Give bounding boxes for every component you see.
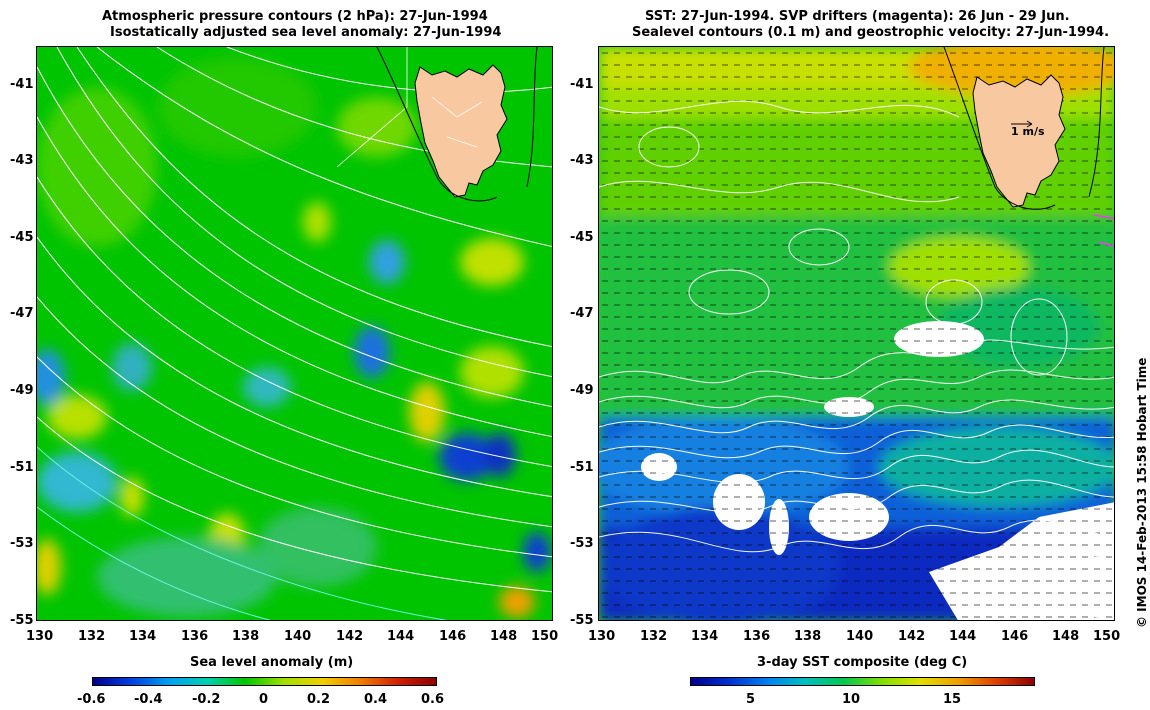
x-tick: 142	[898, 629, 926, 644]
colorbar-tick: -0.2	[192, 692, 221, 707]
colorbar-tick: 0	[259, 692, 269, 707]
x-tick: 132	[78, 629, 106, 644]
left-title-line1: Atmospheric pressure contours (2 hPa): 2…	[102, 9, 488, 24]
x-tick: 144	[949, 629, 977, 644]
x-tick: 138	[794, 629, 822, 644]
y-tick: -51	[570, 460, 594, 475]
x-tick: 150	[531, 629, 559, 644]
x-tick: 134	[691, 629, 719, 644]
pressure-contours-cyan	[37, 446, 448, 620]
y-tick: -47	[570, 306, 594, 321]
y-tick: -47	[10, 306, 34, 321]
x-tick: 136	[743, 629, 771, 644]
sst-colorbar-title: 3-day SST composite (deg C)	[757, 655, 968, 670]
sst-colorbar	[690, 677, 1035, 686]
colorbar-tick: -0.4	[134, 692, 163, 707]
x-tick: 150	[1093, 629, 1121, 644]
y-tick: -41	[10, 77, 34, 92]
sla-anomaly-blobs	[37, 57, 551, 618]
x-tick: 146	[439, 629, 467, 644]
sea-level-anomaly-map	[36, 46, 553, 621]
x-tick: 140	[846, 629, 874, 644]
colorbar-tick: 0.6	[421, 692, 445, 707]
y-tick: -53	[570, 536, 594, 551]
x-tick: 134	[129, 629, 157, 644]
sla-map-graphic	[37, 47, 552, 620]
y-tick: -41	[570, 77, 594, 92]
x-tick: 132	[640, 629, 668, 644]
x-tick: 130	[26, 629, 54, 644]
y-tick: -49	[10, 383, 34, 398]
right-title-line1: SST: 27-Jun-1994. SVP drifters (magenta)…	[645, 9, 1070, 24]
x-tick: 130	[588, 629, 616, 644]
colorbar-tick: 5	[746, 692, 756, 707]
x-tick: 142	[336, 629, 364, 644]
sst-map: 1 m/s	[598, 46, 1115, 621]
x-tick: 144	[387, 629, 415, 644]
y-tick: -55	[10, 613, 34, 628]
colorbar-tick: -0.6	[77, 692, 106, 707]
pressure-contours	[37, 47, 552, 593]
y-tick: -53	[10, 536, 34, 551]
x-tick: 136	[181, 629, 209, 644]
y-tick: -43	[10, 153, 34, 168]
shelf-contour	[376, 47, 498, 202]
sst-map-graphic	[599, 47, 1114, 620]
tasmania-landmass	[414, 64, 508, 198]
svp-drifters	[1093, 214, 1114, 248]
colorbar-tick: 15	[943, 692, 962, 707]
right-title-line2: Sealevel contours (0.1 m) and geostrophi…	[632, 25, 1110, 40]
sla-colorbar	[92, 677, 437, 686]
x-tick: 138	[232, 629, 260, 644]
colorbar-tick: 10	[842, 692, 861, 707]
imos-watermark: © IMOS 14-Feb-2013 15:58 Hobart Time	[1135, 357, 1149, 628]
x-tick: 146	[1001, 629, 1029, 644]
x-tick: 148	[490, 629, 518, 644]
y-tick: -49	[570, 383, 594, 398]
colorbar-tick: 0.4	[364, 692, 388, 707]
colorbar-tick: 0.2	[307, 692, 331, 707]
y-tick: -45	[10, 230, 34, 245]
sea-level-contours	[599, 100, 1114, 618]
tasmania-landmass	[972, 74, 1066, 208]
left-title-line2: Isostatically adjusted sea level anomaly…	[110, 25, 502, 40]
y-tick: -51	[10, 460, 34, 475]
y-tick: -55	[570, 613, 594, 628]
y-tick: -43	[570, 153, 594, 168]
x-tick: 140	[284, 629, 312, 644]
velocity-scale-label: 1 m/s	[1011, 125, 1045, 138]
y-tick: -45	[570, 230, 594, 245]
x-tick: 148	[1052, 629, 1080, 644]
sla-colorbar-title: Sea level anomaly (m)	[190, 655, 354, 670]
